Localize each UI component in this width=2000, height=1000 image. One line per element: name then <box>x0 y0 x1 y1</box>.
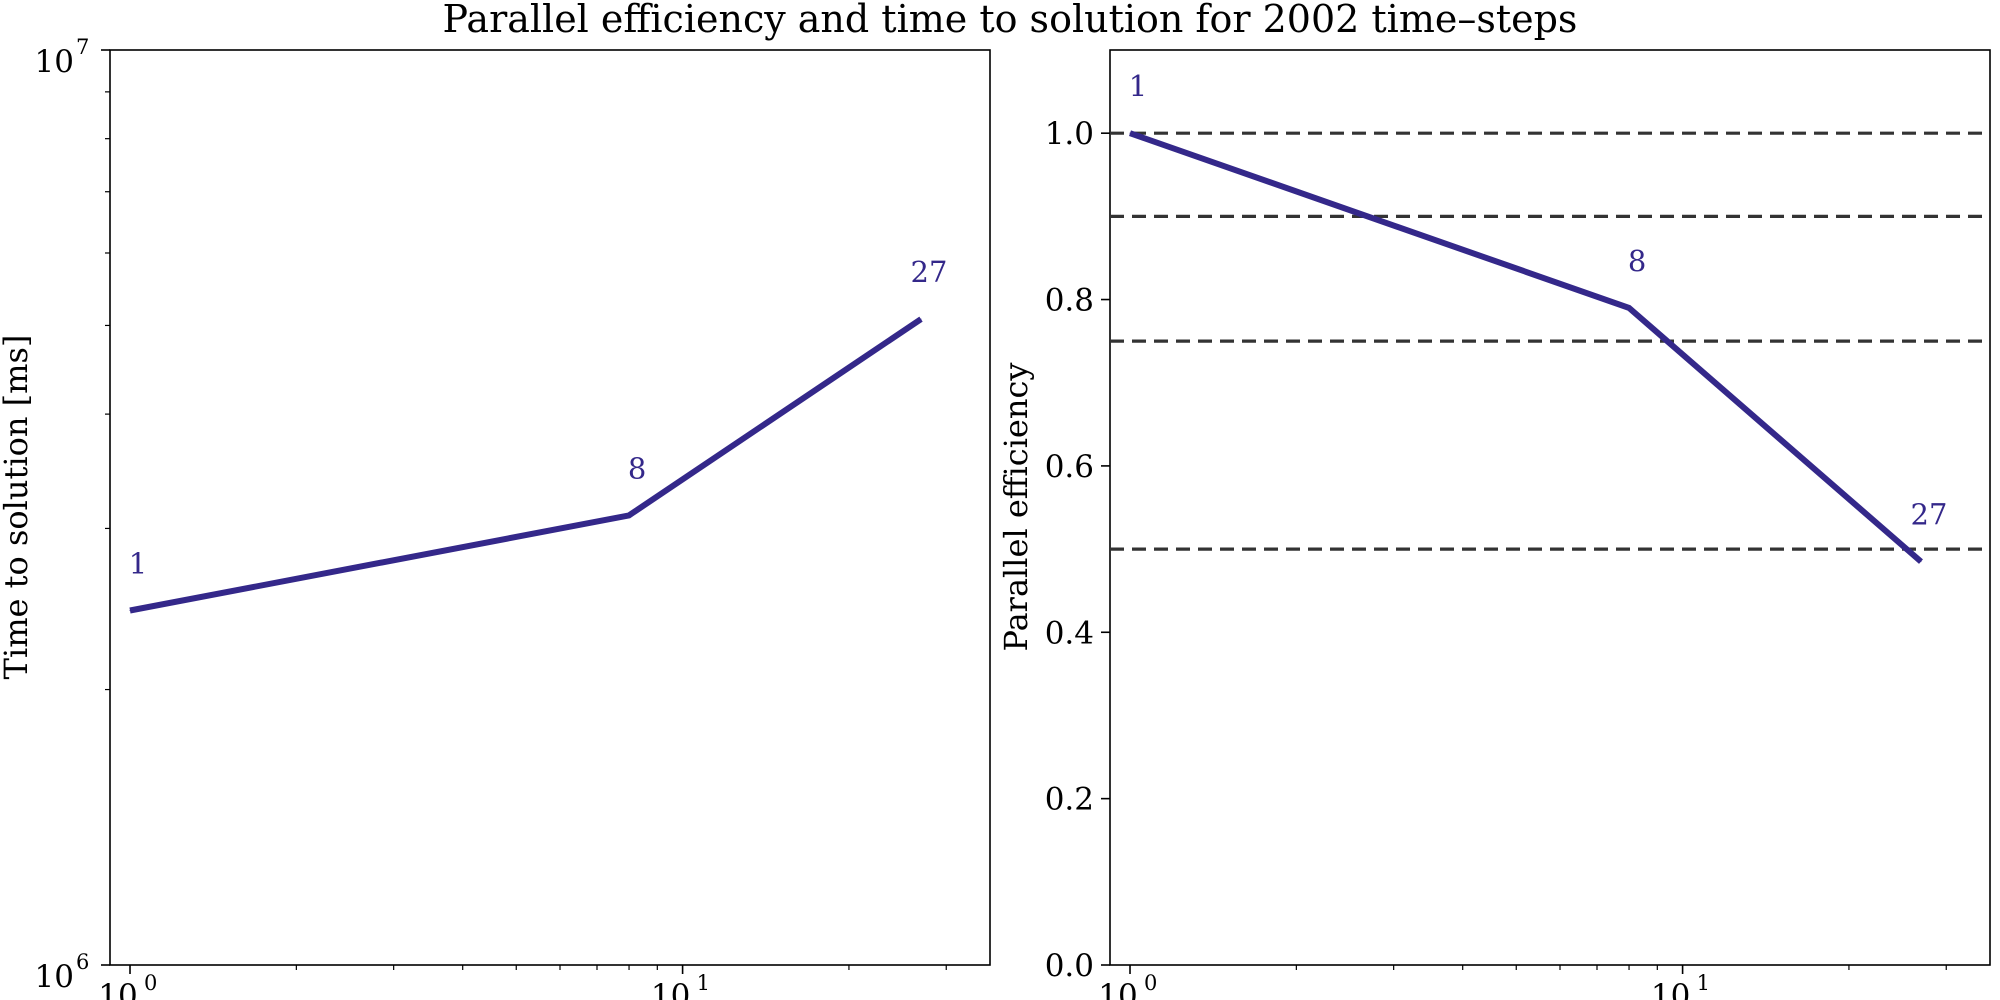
point-label: 27 <box>911 255 948 289</box>
plot-frame <box>1109 49 1991 966</box>
point-label: 8 <box>628 451 646 485</box>
data-point <box>1920 561 1922 563</box>
y-tick-exponent: 6 <box>76 950 89 974</box>
axis-ticks: 10 0 10 110 610 7 <box>35 35 947 1000</box>
point-label: 27 <box>1911 498 1948 532</box>
data-point <box>1628 307 1630 309</box>
y-tick-label: 1.0 <box>1045 116 1094 152</box>
x-tick-exponent: 1 <box>697 971 710 995</box>
reference-lines <box>1110 131 1990 551</box>
y-tick-label: 0.0 <box>1045 948 1094 984</box>
y-tick-label: 10 <box>35 959 74 995</box>
x-tick-label: 10 <box>98 978 137 1000</box>
y-axis-label: Time to solution [ms] <box>0 335 35 680</box>
y-tick-exponent: 7 <box>76 35 89 59</box>
y-tick-label: 0.4 <box>1045 615 1094 651</box>
axis-ticks: 10 0 10 1 0.0 0.2 0.4 0.6 0.8 1.0 <box>1045 116 1947 1000</box>
x-tick-exponent: 0 <box>1144 971 1157 995</box>
data-point <box>129 610 131 612</box>
data-point <box>1129 132 1131 134</box>
y-tick-label: 10 <box>35 44 74 80</box>
y-tick-label: 0.6 <box>1045 449 1094 485</box>
series-line <box>129 316 923 614</box>
x-tick-label: 10 <box>1098 978 1137 1000</box>
x-tick-label: 10 <box>1651 978 1690 1000</box>
data-point <box>920 318 922 320</box>
data-point <box>628 514 630 516</box>
y-tick-label: 0.2 <box>1045 782 1094 818</box>
point-label: 8 <box>1628 244 1646 278</box>
point-label: 1 <box>129 547 147 581</box>
x-tick-exponent: 0 <box>144 971 157 995</box>
x-tick-label: 10 <box>651 978 690 1000</box>
parallel-efficiency-panel: Parallel efficiency 10 0 10 1 0.0 0.2 0.4 0.6 0.… <box>997 49 1991 1000</box>
chart-title: Parallel efficiency and time to solution… <box>443 0 1578 41</box>
y-tick-label: 0.8 <box>1045 283 1094 319</box>
point-label: 1 <box>1129 69 1147 103</box>
plot-frame <box>109 49 991 966</box>
series-line <box>1129 130 1923 564</box>
y-axis-label: Parallel efficiency <box>997 363 1035 652</box>
x-tick-exponent: 1 <box>1697 971 1710 995</box>
